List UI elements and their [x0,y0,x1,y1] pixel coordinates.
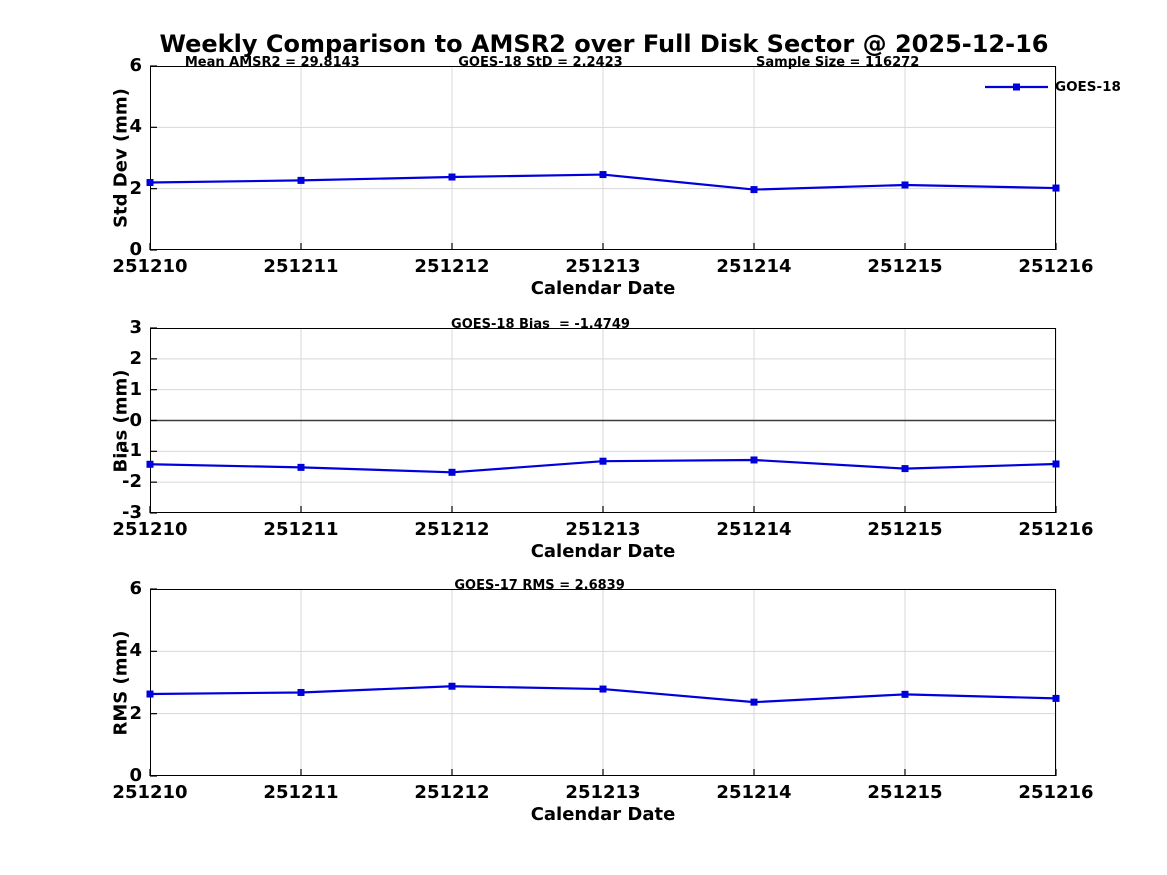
line-chart-bias [146,327,1060,514]
figure-title: Weekly Comparison to AMSR2 over Full Dis… [159,30,1049,58]
legend-label: GOES-18 [1055,79,1121,95]
y-tick-label: 2 [129,702,142,724]
y-tick-label: 0 [129,239,142,260]
x-tick-label: 251216 [1018,256,1094,277]
y-tick-label: 2 [129,347,142,369]
line-chart-rms [146,588,1060,777]
y-tick-label: 3 [129,317,142,338]
y-tick-label: 4 [129,640,142,662]
x-tick-label: 251214 [716,519,792,540]
y-tick-label: 1 [129,378,142,400]
y-tick-label: -3 [122,502,142,523]
annotation: GOES-17 RMS = 2.6839 [454,578,625,593]
x-tick-label: 251213 [565,256,641,277]
y-tick-label: 6 [129,55,142,76]
x-tick-label: 251211 [263,256,339,277]
y-tick-label: 6 [129,578,142,599]
x-axis-label: Calendar Date [530,278,676,299]
x-tick-label: 251214 [716,256,792,277]
x-tick-label: 251212 [414,256,490,277]
x-tick-label: 251215 [867,256,943,277]
x-tick-label: 251216 [1018,519,1094,540]
legend: GOES-18 [985,79,1121,95]
plot-area-std-dev: Mean AMSR2 = 29.8143 GOES-18 StD = 2.2423… [146,55,1060,251]
plot-area-rms: GOES-17 RMS = 2.6839 [146,578,1060,777]
annotation: Sample Size = 116272 [756,55,920,70]
x-tick-label: 251213 [565,519,641,540]
annotation: Mean AMSR2 = 29.8143 [184,55,360,70]
x-tick-label: 251213 [565,782,641,803]
x-tick-label: 251211 [263,782,339,803]
x-tick-label: 251210 [112,256,188,277]
x-tick-label: 251212 [414,782,490,803]
x-axis-label: Calendar Date [530,804,676,825]
y-tick-label: -1 [122,440,142,462]
x-tick-label: 251211 [263,519,339,540]
x-tick-label: 251215 [867,782,943,803]
plot-area-bias: GOES-18 Bias = -1.4749 [146,317,1060,514]
y-tick-label: 2 [129,177,142,199]
x-tick-label: 251214 [716,782,792,803]
x-tick-label: 251215 [867,519,943,540]
x-tick-label: 251210 [112,782,188,803]
annotation: GOES-18 StD = 2.2423 [458,55,623,70]
y-tick-label: 0 [129,765,142,786]
annotation: GOES-18 Bias = -1.4749 [451,317,630,332]
y-tick-label: 4 [129,116,142,138]
x-tick-label: 251210 [112,519,188,540]
x-tick-label: 251212 [414,519,490,540]
y-tick-label: -2 [122,471,142,493]
legend-line-sample [985,83,1048,91]
x-tick-label: 251216 [1018,782,1094,803]
x-axis-label: Calendar Date [530,541,676,562]
line-chart-std-dev [146,65,1060,251]
y-tick-label: 0 [129,409,142,431]
